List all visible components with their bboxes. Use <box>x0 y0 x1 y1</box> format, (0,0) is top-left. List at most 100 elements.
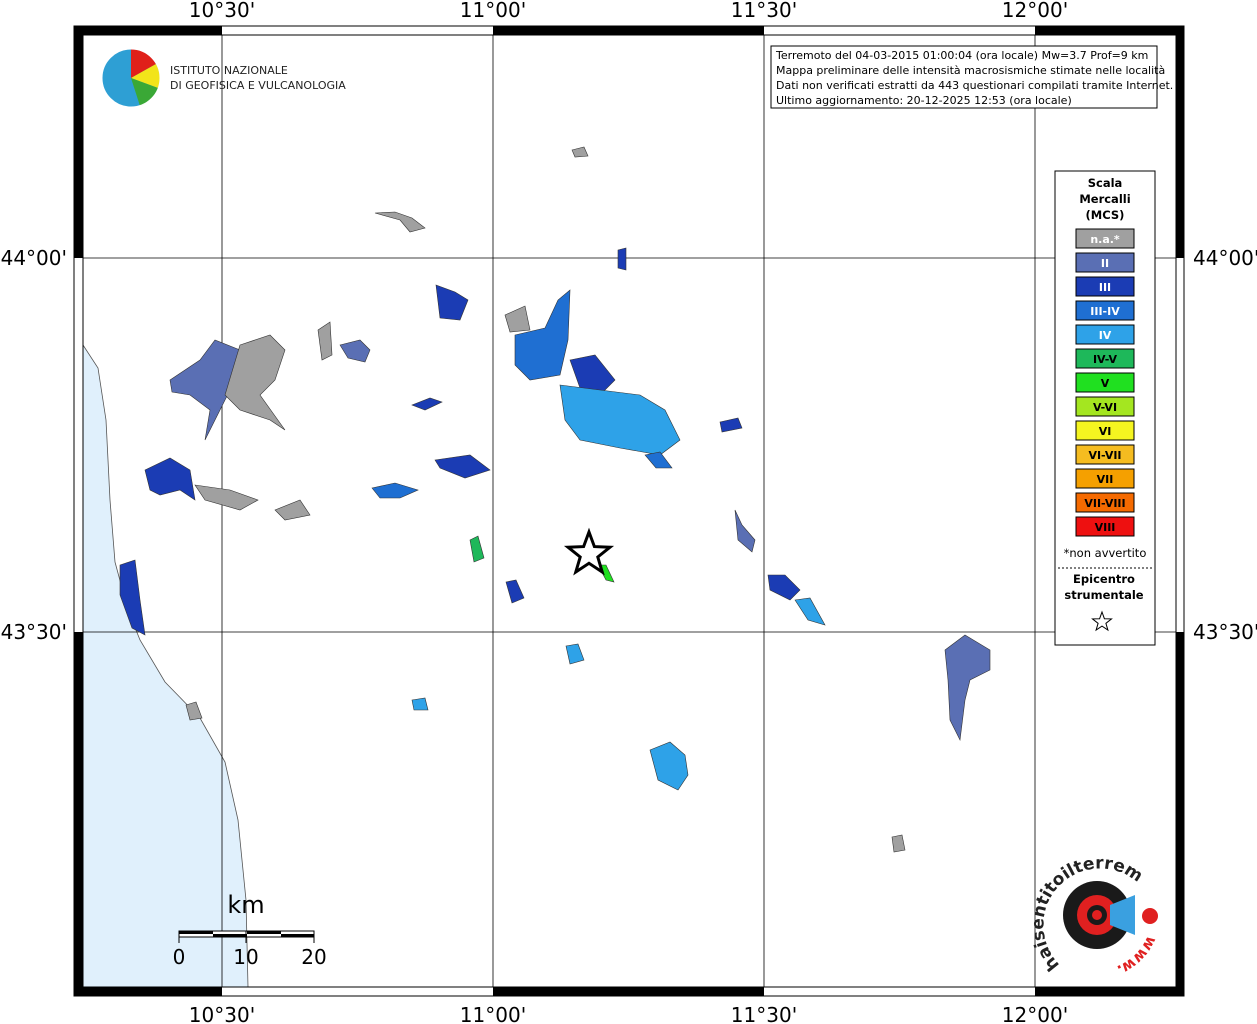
locality-area <box>559 384 681 456</box>
locality-area <box>649 741 689 791</box>
info-line: Dati non verificati estratti da 443 ques… <box>776 79 1173 92</box>
legend-swatch <box>1075 348 1135 369</box>
graticule <box>83 35 1176 987</box>
legend-epicenter: Epicentro <box>1073 572 1135 586</box>
locality-area <box>317 321 333 361</box>
legend-swatch <box>1075 420 1135 441</box>
legend-label: III-IV <box>1090 305 1120 318</box>
legend-label: VIII <box>1095 521 1116 534</box>
legend-epicenter: strumentale <box>1064 588 1143 602</box>
locality-area <box>514 289 571 381</box>
frame-bars <box>74 26 1184 996</box>
legend-swatch <box>1075 444 1135 465</box>
locality-area <box>719 417 743 433</box>
locality-area <box>435 284 469 321</box>
locality-area <box>374 211 426 233</box>
lon-labels: 10°30' 11°00' 11°30' 12°00' 10°30' 11°00… <box>189 0 1068 1024</box>
legend-label: VII-VIII <box>1084 497 1125 510</box>
lat-label: 44°00' <box>1 246 67 270</box>
lon-label: 11°30' <box>731 0 797 22</box>
legend-star <box>1091 610 1113 632</box>
scale-tick: 10 <box>233 945 258 969</box>
lon-label: 10°30' <box>189 1003 255 1024</box>
lon-label: 10°30' <box>189 0 255 22</box>
locality-area <box>569 354 616 396</box>
epicenter-star <box>563 527 615 576</box>
locality-area <box>411 397 443 411</box>
locality-area <box>434 454 491 479</box>
lon-label: 11°00' <box>460 1003 526 1024</box>
locality-area <box>224 334 286 431</box>
locality-area <box>411 697 429 711</box>
info-line: Ultimo aggiornamento: 20-12-2025 12:53 (… <box>776 94 1072 107</box>
scale-unit: km <box>227 891 264 919</box>
scale-tick: 0 <box>173 945 186 969</box>
ingv-text: ISTITUTO NAZIONALE <box>170 64 288 77</box>
info-box <box>770 45 1158 109</box>
info-line: Mappa preliminare delle intensità macros… <box>776 64 1165 77</box>
intensity-areas <box>119 146 991 853</box>
ingv-logo: ISTITUTO NAZIONALE DI GEOFISICA E VULCAN… <box>101 48 346 108</box>
legend-swatch <box>1075 324 1135 345</box>
locality-area <box>571 146 589 158</box>
legend-title: Scala <box>1088 176 1123 190</box>
locality-area <box>185 701 203 721</box>
scale-tick: 20 <box>301 945 326 969</box>
info-line: Terremoto del 04-03-2015 01:00:04 (ora l… <box>775 49 1148 62</box>
legend-swatch <box>1075 396 1135 417</box>
lon-label: 12°00' <box>1002 1003 1068 1024</box>
legend-label: VII <box>1097 473 1114 486</box>
legend-swatch <box>1075 276 1135 297</box>
locality-area <box>504 305 531 333</box>
locality-area <box>371 482 419 499</box>
legend-label: III <box>1099 281 1111 294</box>
ingv-text: DI GEOFISICA E VULCANOLOGIA <box>170 79 346 92</box>
locality-area <box>339 339 371 363</box>
legend-label: IV <box>1099 329 1112 342</box>
locality-area <box>944 634 991 742</box>
locality-area <box>144 457 196 501</box>
lon-label: 11°00' <box>460 0 526 22</box>
legend-swatch <box>1075 516 1135 537</box>
legend-label: V-VI <box>1093 401 1117 414</box>
locality-area <box>794 597 826 626</box>
legend-label: V <box>1101 377 1110 390</box>
legend-label: VI <box>1099 425 1112 438</box>
locality-area <box>194 484 259 511</box>
locality-area <box>169 339 251 441</box>
legend-label: VI-VII <box>1088 449 1121 462</box>
legend-label: n.a.* <box>1090 233 1120 246</box>
legend-title: (MCS) <box>1086 208 1125 222</box>
lat-label: 43°30' <box>1 620 67 644</box>
legend-swatch <box>1075 468 1135 489</box>
locality-area <box>565 643 585 665</box>
locality-area <box>505 579 525 604</box>
legend-note: *non avvertito <box>1064 546 1147 560</box>
legend-title: Mercalli <box>1079 192 1130 206</box>
locality-area <box>891 834 906 853</box>
locality-area <box>644 451 673 469</box>
locality-area <box>119 559 146 636</box>
locality-area <box>617 247 627 271</box>
lat-label: 44°00' <box>1193 246 1257 270</box>
legend-swatch <box>1075 492 1135 513</box>
legend-label: II <box>1101 257 1109 270</box>
locality-area <box>767 574 801 601</box>
locality-area <box>274 499 311 521</box>
legend-swatch <box>1075 252 1135 273</box>
locality-area <box>734 509 756 553</box>
sea <box>82 343 249 988</box>
scale-bar: km 0 10 20 <box>173 891 327 969</box>
legend-swatch <box>1075 372 1135 393</box>
legend-swatch <box>1075 228 1135 249</box>
legend: Scala Mercalli (MCS) *non avvertito Epic… <box>1054 170 1156 646</box>
legend-swatch <box>1075 300 1135 321</box>
lat-labels: 44°00' 43°30' 44°00' 43°30' <box>1 246 1257 644</box>
legend-box <box>1054 170 1156 646</box>
lon-label: 11°30' <box>731 1003 797 1024</box>
locality-area <box>469 535 485 563</box>
lon-label: 12°00' <box>1002 0 1068 22</box>
legend-label: IV-V <box>1093 353 1118 366</box>
lat-label: 43°30' <box>1193 620 1257 644</box>
